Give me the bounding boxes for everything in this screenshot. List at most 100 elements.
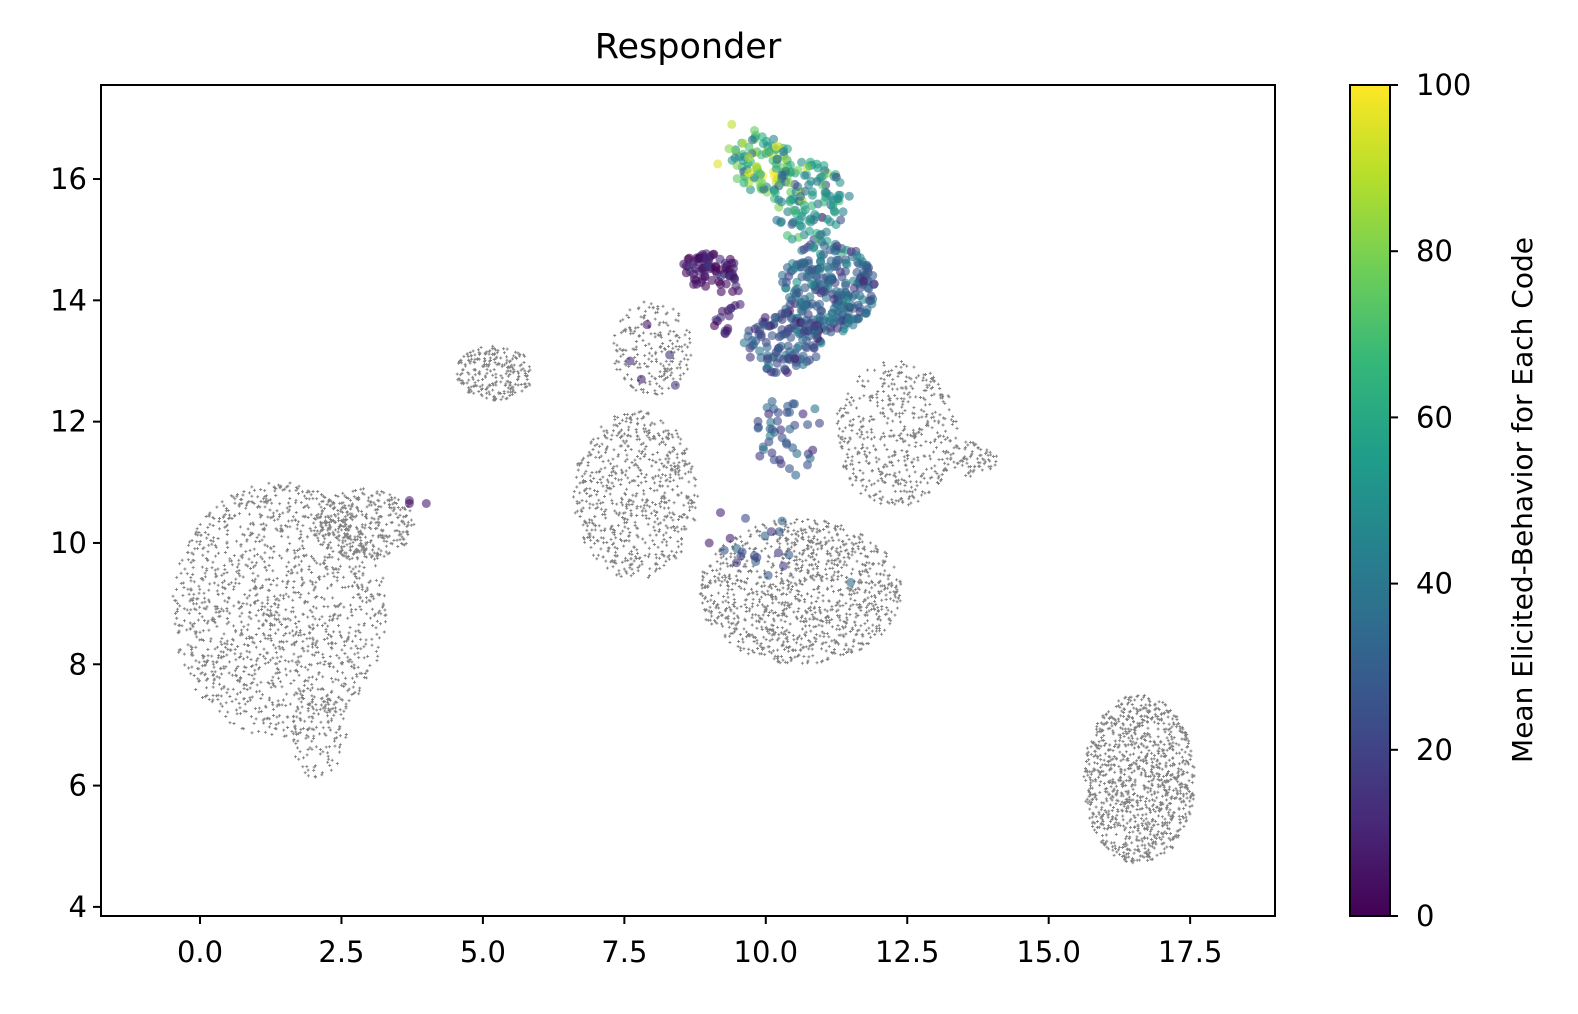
colorbar-ticks: 0 20 40 60 80 100 [1390,68,1471,933]
scatter-point [729,273,739,283]
scatter-point [732,558,741,568]
scatter-point [785,407,795,417]
scatter-point [767,448,777,458]
scatter-point [774,343,784,353]
scatter-point [773,416,782,426]
scatter-point [777,170,787,180]
scatter-point [781,438,791,448]
scatter-point [780,364,790,374]
scatter-point [731,281,741,291]
scatter-point [785,197,795,207]
x-tick-label: 7.5 [601,935,647,969]
scatter-point [819,241,829,251]
scatter-point [773,548,783,558]
scatter-point [744,142,754,152]
scatter-point [829,172,839,182]
x-tick-label: 12.5 [875,935,940,969]
scatter-point [732,174,742,184]
scatter-point [843,318,853,328]
background-point-cluster [698,518,903,665]
scatter-point [752,552,762,562]
scatter-point [803,420,813,430]
scatter-point [835,178,845,187]
scatter-point [755,346,765,356]
scatter-point [804,266,814,275]
scatter-point [805,355,815,365]
y-tick-label: 4 [69,890,87,924]
scatter-point [836,215,846,225]
scatter-point [809,243,819,253]
scatter-point [798,307,808,316]
y-tick-label: 12 [50,405,87,439]
scatter-point [815,266,825,275]
scatter-point [753,322,763,332]
scatter-point [794,288,804,298]
background-point-cluster [312,487,416,561]
scatter-point [730,153,740,163]
scatter-point [704,261,714,271]
scatter-point [817,306,827,316]
scatter-point [739,178,749,188]
scatter-point [804,226,814,236]
scatter-point [770,188,780,198]
scatter-point [784,550,794,560]
scatter-point [704,538,714,548]
background-point-cluster [290,682,348,779]
scatter-point [711,266,721,276]
scatter-point [788,265,798,275]
scatter-point [750,126,759,135]
scatter-point [744,153,754,163]
scatter-point [831,286,841,296]
scatter-point [832,255,842,265]
scatter-point [743,331,753,341]
colorbar-tick-label: 100 [1416,68,1471,102]
scatter-point [811,330,821,340]
scatter-point [702,254,712,264]
scatter-point [824,264,834,274]
y-axis: 4 6 8 10 12 14 16 [50,162,101,924]
scatter-point [808,187,817,197]
y-tick-label: 6 [69,769,87,803]
scatter-point [798,334,808,344]
scatter-point [745,168,754,178]
scatter-point [833,194,843,204]
background-point-cluster [612,300,693,396]
scatter-point [724,311,734,321]
scatter-point [785,464,794,474]
scatter-point [721,279,731,289]
scatter-point [665,350,675,360]
scatter-point [812,159,822,169]
scatter-point [421,499,431,508]
scatter-point [779,561,788,571]
scatter-point [719,545,729,555]
scatter-point [825,217,835,227]
scatter-point [714,277,724,287]
scatter-point [756,353,766,363]
scatter-point [764,360,773,370]
scatter-point [798,318,808,328]
scatter-point [808,445,818,455]
colorbar-tick-label: 40 [1416,567,1453,601]
colorbar-tick-label: 60 [1416,400,1453,434]
background-point-cluster [835,360,959,507]
scatter-point [772,154,782,164]
scatter-point [722,326,732,336]
scatter-point [841,278,851,288]
scatter-point [787,295,797,305]
x-tick-label: 5.0 [460,935,506,969]
scatter-point [777,197,787,207]
plot-frame [100,84,1276,917]
colorbar-tick-label: 0 [1416,899,1434,933]
scatter-point [810,321,820,331]
scatter-point [716,287,726,297]
scatter-point [793,165,803,175]
background-points [171,300,1196,865]
scatter-point [771,164,781,174]
scatter-point [797,258,807,268]
scatter-point [822,188,832,198]
scatter-point [776,218,786,228]
scatter-point [766,417,776,427]
scatter-point [791,470,801,480]
scatter-point [670,380,680,390]
